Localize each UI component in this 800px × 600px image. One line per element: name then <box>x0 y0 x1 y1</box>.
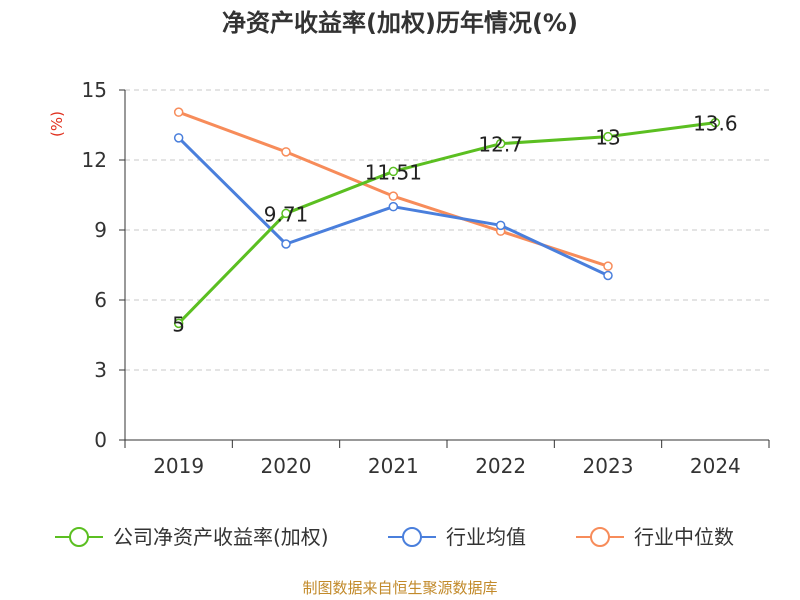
y-axis-label: (%) <box>48 111 66 137</box>
x-tick-label: 2022 <box>475 454 526 478</box>
x-tick-label: 2024 <box>690 454 741 478</box>
legend-item-0: 公司净资产收益率(加权) <box>55 525 329 549</box>
series-point-1 <box>495 220 506 231</box>
y-tick-label: 9 <box>94 218 107 242</box>
y-tick-label: 12 <box>82 148 107 172</box>
y-tick-label: 6 <box>94 288 107 312</box>
legend-item-1: 行业均值 <box>388 525 526 549</box>
y-tick-label: 15 <box>82 78 107 102</box>
series-line-0 <box>177 121 716 325</box>
legend-label: 行业中位数 <box>634 525 734 549</box>
source-note: 制图数据来自恒生聚源数据库 <box>302 579 497 597</box>
series-point-1 <box>281 239 291 249</box>
legend-label: 行业均值 <box>446 525 526 549</box>
legend-marker <box>69 527 89 547</box>
series-line-2 <box>178 110 609 268</box>
y-tick-label: 0 <box>94 428 107 452</box>
series-point-0 <box>710 117 721 128</box>
data-label: 5 <box>172 312 185 336</box>
data-label: 11.51 <box>365 160 422 184</box>
series-point-1 <box>388 201 399 212</box>
x-tick-label: 2020 <box>261 454 312 478</box>
series-point-2 <box>388 191 399 201</box>
x-tick-label: 2019 <box>153 454 204 478</box>
axes: 0 3 6 9 12 15 2019 2020 2021 2022 2023 2024 <box>82 78 770 478</box>
series-point-1 <box>173 133 184 143</box>
series-point-0 <box>388 166 399 177</box>
data-labels: 5 9.71 11.51 12.7 13 13.6 <box>172 112 737 337</box>
x-tick-label: 2021 <box>368 454 419 478</box>
x-tick-label: 2023 <box>583 454 634 478</box>
series-point-0 <box>603 131 613 142</box>
data-label: 13 <box>595 126 620 150</box>
y-tick-label: 3 <box>94 358 107 382</box>
series-layer <box>173 107 721 329</box>
series-point-1 <box>603 270 613 281</box>
series-point-2 <box>281 147 291 157</box>
series-point-0 <box>495 138 506 149</box>
series-point-2 <box>173 107 184 117</box>
data-label: 9.71 <box>264 202 309 226</box>
chart-title: 净资产收益率(加权)历年情况(%) <box>222 9 578 37</box>
series-point-0 <box>173 318 184 329</box>
legend-marker <box>402 527 422 547</box>
gridlines <box>125 89 769 371</box>
series-point-0 <box>281 208 291 219</box>
legend-label: 公司净资产收益率(加权) <box>113 525 329 549</box>
series-point-2 <box>603 261 613 271</box>
legend-marker <box>590 527 610 547</box>
legend-item-2: 行业中位数 <box>576 525 734 549</box>
legend: 公司净资产收益率(加权) 行业均值 行业中位数 <box>55 525 734 549</box>
data-label: 12.7 <box>478 133 523 157</box>
data-label: 13.6 <box>693 112 738 136</box>
